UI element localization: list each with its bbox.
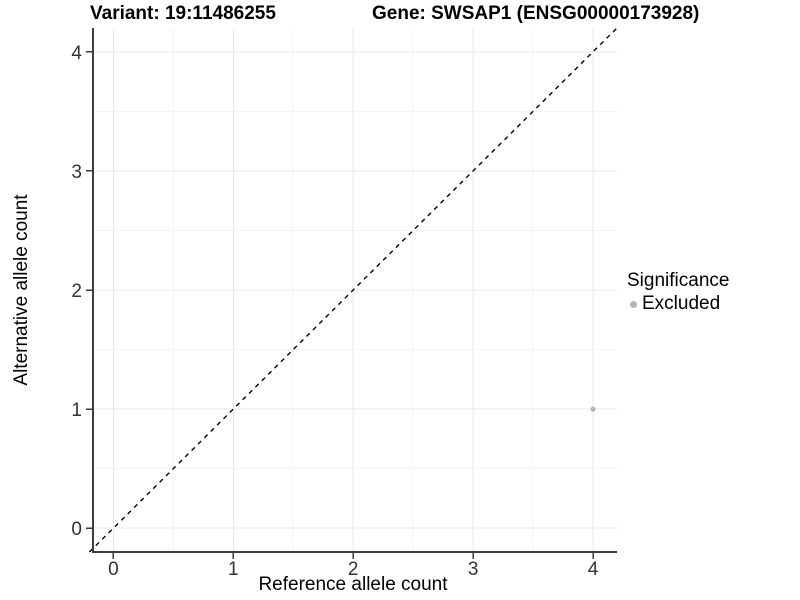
y-tick-labels: 0 1 2 3 4 — [71, 43, 82, 540]
x-tick-label: 3 — [468, 559, 479, 580]
gene-title: Gene: SWSAP1 (ENSG00000173928) — [372, 3, 700, 24]
excluded-point-icon — [630, 300, 637, 308]
variant-title: Variant: 19:11486255 — [90, 3, 276, 24]
x-axis-title: Reference allele count — [258, 574, 448, 595]
x-tick-label: 2 — [348, 559, 359, 580]
legend-item-label: Excluded — [642, 293, 721, 314]
y-tick-label: 1 — [71, 400, 82, 421]
legend: Significance Excluded — [627, 270, 729, 315]
y-tick-label: 2 — [71, 281, 82, 302]
identity-dashed-line — [88, 27, 618, 553]
y-tick-label: 3 — [71, 162, 82, 183]
data-point — [590, 406, 596, 412]
data-points — [590, 406, 596, 412]
y-axis-title: Alternative allele count — [11, 194, 32, 386]
y-tick-label: 0 — [71, 519, 82, 540]
x-tick-labels: 0 1 2 3 4 — [108, 559, 599, 580]
axis-ticks — [86, 51, 594, 559]
grid-minor — [93, 28, 617, 552]
y-tick-label: 4 — [71, 43, 82, 64]
legend-item-excluded: Excluded — [627, 293, 729, 315]
legend-title: Significance — [627, 270, 730, 291]
x-tick-label: 0 — [108, 559, 119, 580]
x-tick-label: 4 — [588, 559, 599, 580]
x-tick-label: 1 — [228, 559, 239, 580]
axis-lines — [92, 28, 617, 553]
